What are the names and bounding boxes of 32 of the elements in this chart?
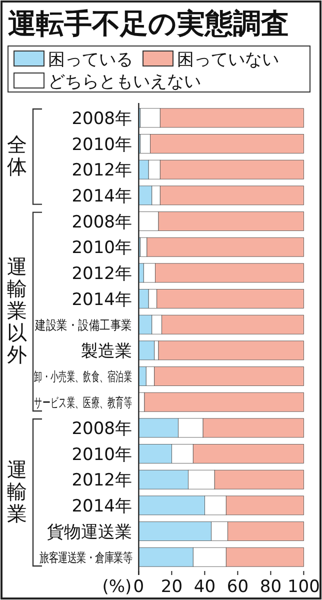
y-tick-label: 2010年 [72,134,132,155]
text: 運輸業 [7,458,27,526]
y-tick-label: 2012年 [72,160,132,181]
text: 運輸業以外 [7,254,27,367]
y-tick-label: 2012年 [72,470,132,491]
x-tick-label: 100 [287,577,320,597]
y-tick-label: 2010年 [72,238,132,258]
y-tick-label: 2014年 [72,186,132,206]
y-tick-label: 2008年 [72,418,132,439]
x-axis-title: (%) [102,577,132,597]
y-tick-label: 製造業 [81,341,132,362]
x-tick-label: 0 [133,577,144,597]
legend-label: どちらともいえない [48,72,201,92]
text: 全体 [7,132,27,179]
y-tick-label: 2010年 [72,444,132,465]
y-tick-label: 旅客運送業・倉庫業等 [40,549,132,566]
y-tick-label: 2012年 [72,264,132,284]
x-tick-label: 40 [194,577,216,597]
y-tick-label: 2014年 [72,290,132,310]
x-tick-label: 80 [260,577,282,597]
y-tick-label: 2008年 [72,212,132,232]
y-tick-label: 2008年 [72,108,132,129]
chart-title: 運転手不足の実態調査 [8,7,289,40]
legend-label: 困っている [48,50,133,70]
x-tick-label: 60 [226,577,249,597]
text: 困っていない [177,50,279,70]
x-tick-label: 20 [160,577,183,597]
y-tick-label: 2014年 [72,496,132,516]
y-tick-label: 貨物運送業 [47,522,132,542]
y-tick-label: 建設業・設備工事業 [34,317,132,333]
y-tick-label: サービス業、医療、教育等 [34,394,132,410]
y-tick-label: 卸・小売業、飲食、宿泊業 [34,368,132,385]
